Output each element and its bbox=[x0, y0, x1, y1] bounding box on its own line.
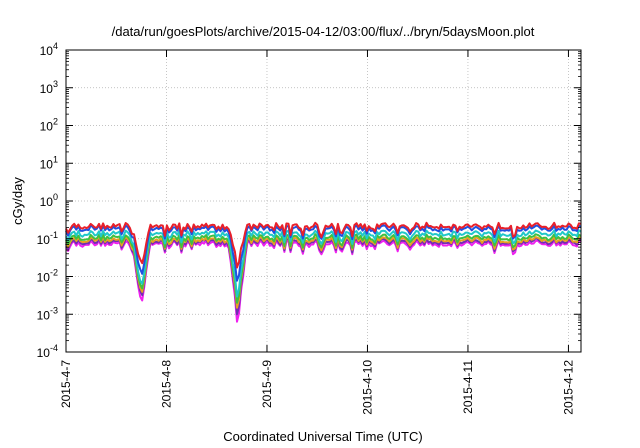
series-line bbox=[65, 235, 582, 309]
x-tick-label: 2015-4-9 bbox=[260, 360, 274, 408]
x-axis: 2015-4-7 2015-4-8 2015-4-9 2015-4-10 2015-4-… bbox=[59, 50, 575, 415]
y-tick-label: 10-4 bbox=[37, 343, 58, 360]
series-line bbox=[65, 221, 582, 269]
y-tick-label: 101 bbox=[40, 154, 58, 171]
x-tick-label: 2015-4-8 bbox=[159, 360, 173, 408]
x-tick-label: 2015-4-10 bbox=[360, 360, 374, 415]
x-tick-label: 2015-4-12 bbox=[561, 360, 575, 415]
y-tick-label: 103 bbox=[40, 79, 58, 96]
y-tick-label: 10-1 bbox=[37, 230, 58, 247]
y-tick-label: 102 bbox=[40, 117, 58, 134]
series-line bbox=[65, 233, 582, 304]
y-tick-label: 10-2 bbox=[37, 268, 58, 285]
x-axis-label: Coordinated Universal Time (UTC) bbox=[223, 429, 422, 444]
y-tick-label: 104 bbox=[40, 41, 58, 58]
x-tick-label: 2015-4-11 bbox=[461, 360, 475, 414]
x-tick-label: 2015-4-7 bbox=[59, 360, 73, 408]
series-line bbox=[65, 229, 582, 298]
chart-title: /data/run/goesPlots/archive/2015-04-12/0… bbox=[112, 24, 535, 39]
series-layer bbox=[65, 221, 582, 323]
y-axis-label: cGy/day bbox=[10, 177, 25, 225]
y-tick-label: 10-3 bbox=[37, 305, 58, 322]
y-axis: 10-4 10-3 10-2 10-1 100 101 102 103 104 bbox=[37, 41, 581, 360]
y-tick-label: 100 bbox=[40, 192, 58, 209]
